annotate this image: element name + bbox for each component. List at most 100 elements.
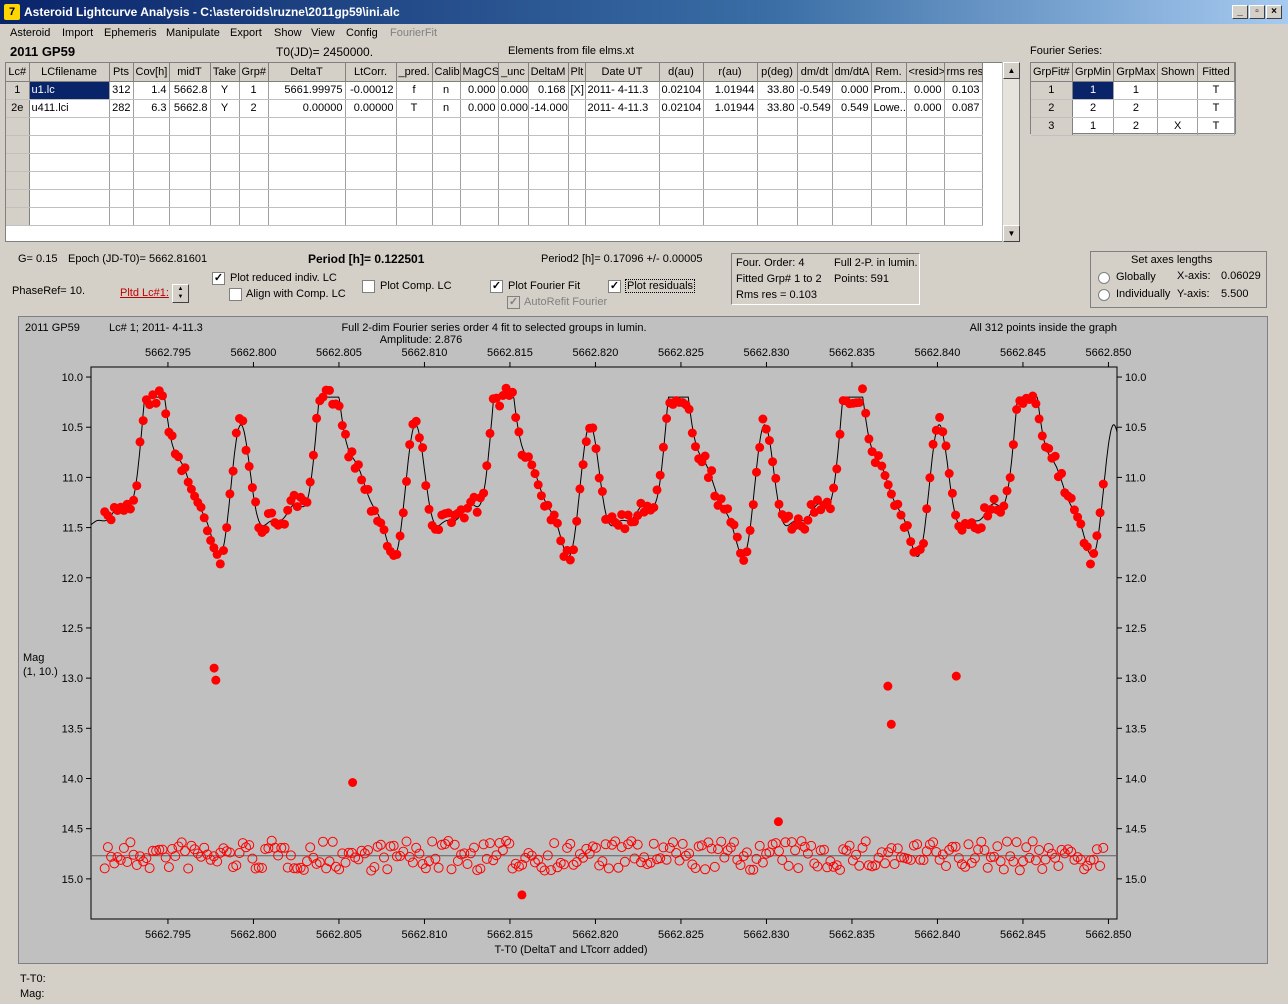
- fs-col-header[interactable]: Fitted: [1197, 63, 1236, 82]
- lc-cell[interactable]: [133, 207, 170, 226]
- scroll-up-icon[interactable]: ▲: [1003, 62, 1020, 79]
- lc-cell[interactable]: 0.02104: [659, 99, 704, 118]
- lc-cell[interactable]: [460, 135, 499, 154]
- lc-cell[interactable]: [239, 117, 269, 136]
- lc-cell[interactable]: [871, 171, 907, 190]
- fs-cell[interactable]: T: [1197, 81, 1236, 100]
- lc-cell[interactable]: [109, 171, 134, 190]
- lc-cell[interactable]: [X]: [568, 81, 586, 100]
- lc-cell[interactable]: [944, 171, 983, 190]
- lc-cell[interactable]: -14.000: [528, 99, 569, 118]
- lc-col-header[interactable]: DeltaT: [268, 63, 346, 82]
- fs-col-header[interactable]: GrpFit#: [1031, 63, 1073, 82]
- menu-config[interactable]: Config: [346, 27, 378, 39]
- lc-cell[interactable]: [239, 135, 269, 154]
- lc-cell[interactable]: [396, 153, 433, 172]
- lc-cell[interactable]: [6, 135, 30, 154]
- lc-cell[interactable]: [568, 135, 586, 154]
- globally-radio[interactable]: [1098, 272, 1110, 284]
- lc-cell[interactable]: [659, 171, 704, 190]
- lc-cell[interactable]: n: [432, 99, 461, 118]
- lc-cell[interactable]: [906, 207, 945, 226]
- lc-col-header[interactable]: Grp#: [239, 63, 269, 82]
- lc-cell[interactable]: [528, 117, 569, 136]
- lc-cell[interactable]: [944, 135, 983, 154]
- lc-cell[interactable]: [832, 153, 872, 172]
- lc-cell[interactable]: [498, 207, 529, 226]
- scroll-down-icon[interactable]: ▼: [1003, 225, 1020, 242]
- lc-cell[interactable]: n: [432, 81, 461, 100]
- lc-cell[interactable]: [585, 189, 660, 208]
- lc-cell[interactable]: [460, 189, 499, 208]
- lc-cell[interactable]: 0.549: [832, 99, 872, 118]
- fs-cell[interactable]: 1: [1072, 81, 1115, 100]
- lc-col-header[interactable]: LCfilename: [29, 63, 110, 82]
- lc-cell[interactable]: 2011- 4-11.3: [585, 81, 660, 100]
- lc-cell[interactable]: [871, 153, 907, 172]
- lc-col-header[interactable]: Calib.: [432, 63, 461, 82]
- fourier-series-table[interactable]: GrpFit# GrpMin GrpMax Shown Fitted 1 1 1 T 2 2 2 T 3 1…: [1030, 62, 1236, 136]
- lc-cell[interactable]: [6, 171, 30, 190]
- lc-cell[interactable]: 0.00000: [345, 99, 397, 118]
- lc-cell[interactable]: [109, 153, 134, 172]
- lc-cell[interactable]: [345, 171, 397, 190]
- lc-cell[interactable]: [460, 153, 499, 172]
- lc-col-header[interactable]: _unc: [498, 63, 529, 82]
- lc-cell[interactable]: [659, 207, 704, 226]
- lc-cell[interactable]: [944, 207, 983, 226]
- lc-cell[interactable]: [268, 135, 346, 154]
- lc-cell[interactable]: [133, 171, 170, 190]
- lc-cell[interactable]: [6, 117, 30, 136]
- lc-cell[interactable]: 282: [109, 99, 134, 118]
- plotted-lc-label[interactable]: Pltd Lc#1:: [120, 287, 169, 299]
- menu-ephemeris[interactable]: Ephemeris: [104, 27, 157, 39]
- menu-export[interactable]: Export: [230, 27, 262, 39]
- lc-cell[interactable]: 5661.99975: [268, 81, 346, 100]
- fs-cell[interactable]: 2: [1072, 99, 1115, 118]
- lc-cell[interactable]: 0.168: [528, 81, 569, 100]
- plot-residuals-checkbox[interactable]: ✓: [608, 280, 621, 293]
- lc-col-header[interactable]: Lc#: [6, 63, 30, 82]
- align-checkbox[interactable]: [229, 288, 242, 301]
- lc-cell[interactable]: [659, 153, 704, 172]
- lc-cell[interactable]: 0.000: [906, 99, 945, 118]
- lc-cell[interactable]: [757, 135, 798, 154]
- fs-cell[interactable]: 1: [1031, 81, 1073, 100]
- lc-cell[interactable]: [268, 153, 346, 172]
- lc-cell[interactable]: -0.549: [797, 99, 833, 118]
- lc-cell[interactable]: [396, 189, 433, 208]
- lc-cell[interactable]: [345, 207, 397, 226]
- restore-button[interactable]: ▫: [1249, 5, 1265, 19]
- lc-cell[interactable]: [460, 117, 499, 136]
- lc-cell[interactable]: [6, 207, 30, 226]
- lc-cell[interactable]: [797, 135, 833, 154]
- lc-cell[interactable]: 0.000: [498, 99, 529, 118]
- lc-cell[interactable]: [703, 171, 758, 190]
- lc-cell[interactable]: [498, 153, 529, 172]
- lc-cell[interactable]: [345, 117, 397, 136]
- fs-col-header[interactable]: GrpMin: [1072, 63, 1115, 82]
- individually-radio[interactable]: [1098, 289, 1110, 301]
- lc-cell[interactable]: [797, 189, 833, 208]
- lc-table[interactable]: Lc# LCfilename Pts Cov[h] midT Take Grp# DeltaT…: [5, 62, 1020, 242]
- lc-cell[interactable]: -0.00012: [345, 81, 397, 100]
- lc-cell[interactable]: [268, 117, 346, 136]
- lc-cell[interactable]: [757, 171, 798, 190]
- lc-table-row[interactable]: [6, 117, 983, 136]
- lc-cell[interactable]: [345, 153, 397, 172]
- lc-cell[interactable]: [396, 171, 433, 190]
- lc-cell[interactable]: [871, 135, 907, 154]
- autorefit-checkbox[interactable]: ✓: [507, 296, 520, 309]
- lc-cell[interactable]: [703, 153, 758, 172]
- lc-cell[interactable]: [832, 135, 872, 154]
- fs-cell[interactable]: [1157, 99, 1198, 118]
- lc-cell[interactable]: [29, 189, 110, 208]
- fs-col-header[interactable]: Shown: [1157, 63, 1198, 82]
- lc-col-header[interactable]: dm/dt: [797, 63, 833, 82]
- fs-cell[interactable]: 2: [1031, 99, 1073, 118]
- menu-fourierfit[interactable]: FourierFit: [390, 27, 438, 39]
- lc-cell[interactable]: [528, 189, 569, 208]
- plot-comp-checkbox[interactable]: [362, 280, 375, 293]
